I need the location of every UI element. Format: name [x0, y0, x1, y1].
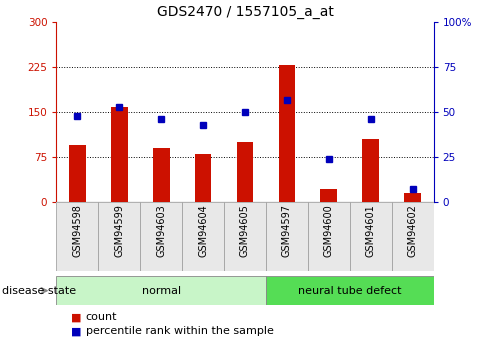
Text: count: count	[86, 313, 117, 322]
Bar	[266, 202, 308, 271]
Title: GDS2470 / 1557105_a_at: GDS2470 / 1557105_a_at	[157, 4, 333, 19]
Bar	[153, 148, 170, 202]
Bar	[308, 202, 350, 271]
Bar	[363, 139, 379, 202]
Text: ■: ■	[71, 313, 81, 322]
Text: GSM94602: GSM94602	[408, 204, 417, 257]
Bar	[56, 202, 98, 271]
Bar	[56, 276, 266, 305]
Text: GSM94598: GSM94598	[73, 204, 82, 257]
Text: GSM94603: GSM94603	[156, 204, 166, 257]
Bar	[404, 194, 421, 202]
Bar	[140, 202, 182, 271]
Text: ■: ■	[71, 326, 81, 336]
Bar	[98, 202, 140, 271]
Text: GSM94599: GSM94599	[114, 204, 124, 257]
Bar	[182, 202, 224, 271]
Text: percentile rank within the sample: percentile rank within the sample	[86, 326, 273, 336]
Bar	[195, 154, 212, 202]
Text: GSM94600: GSM94600	[324, 204, 334, 257]
Text: GSM94605: GSM94605	[240, 204, 250, 257]
Bar	[320, 189, 337, 202]
Bar	[266, 276, 434, 305]
Text: GSM94604: GSM94604	[198, 204, 208, 257]
Text: GSM94597: GSM94597	[282, 204, 292, 257]
Text: disease state: disease state	[2, 286, 76, 296]
Text: GSM94601: GSM94601	[366, 204, 376, 257]
Bar	[350, 202, 392, 271]
Bar	[237, 142, 253, 202]
Text: neural tube defect: neural tube defect	[298, 286, 402, 296]
Text: normal: normal	[142, 286, 181, 296]
Bar	[278, 66, 295, 202]
Bar	[224, 202, 266, 271]
Bar	[69, 145, 86, 202]
Bar	[392, 202, 434, 271]
Bar	[111, 107, 127, 202]
